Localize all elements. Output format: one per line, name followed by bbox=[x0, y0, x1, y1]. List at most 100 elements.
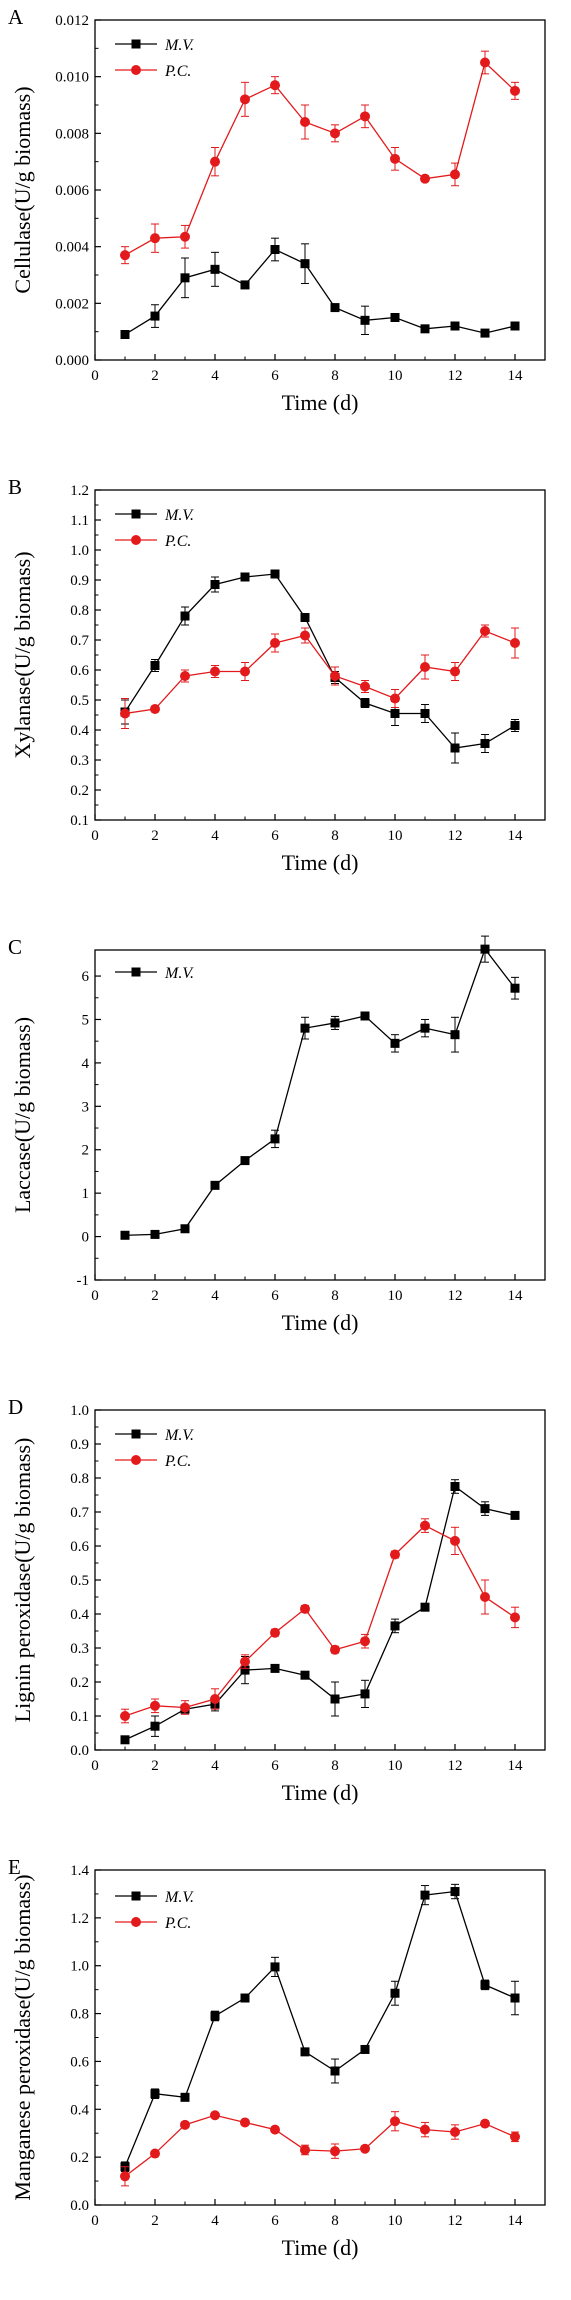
legend-marker bbox=[131, 1429, 141, 1439]
data-point bbox=[180, 273, 190, 283]
legend-label: P.C. bbox=[164, 1915, 191, 1932]
legend-label: M.V. bbox=[164, 507, 194, 524]
y-tick-label: 1.0 bbox=[70, 1403, 89, 1419]
x-tick-label: 0 bbox=[91, 828, 99, 844]
x-tick-label: 14 bbox=[508, 828, 524, 844]
legend-label: M.V. bbox=[164, 37, 194, 54]
y-tick-label: 0.1 bbox=[70, 1709, 89, 1725]
data-point bbox=[480, 57, 490, 68]
y-tick-label: 0.6 bbox=[70, 1539, 89, 1555]
y-tick-label: 0.6 bbox=[70, 663, 89, 679]
data-point bbox=[240, 94, 250, 105]
data-point bbox=[420, 662, 430, 672]
y-tick-label: 0.000 bbox=[55, 353, 89, 369]
data-point bbox=[510, 321, 520, 331]
y-tick-label: 2 bbox=[82, 1143, 90, 1159]
data-point bbox=[360, 1689, 370, 1699]
y-tick-label: 3 bbox=[82, 1099, 90, 1115]
x-tick-label: 4 bbox=[211, 828, 219, 844]
data-point bbox=[300, 2144, 310, 2155]
y-tick-label: 5 bbox=[82, 1012, 90, 1028]
data-point bbox=[210, 666, 220, 677]
data-point bbox=[180, 611, 190, 621]
x-tick-label: 2 bbox=[151, 368, 159, 384]
x-tick-label: 12 bbox=[448, 1288, 463, 1304]
panel-letter: E bbox=[8, 1855, 21, 1879]
data-point bbox=[450, 169, 460, 180]
y-axis-title: Lignin peroxidase(U/g biomass) bbox=[10, 1438, 35, 1723]
x-tick-label: 6 bbox=[271, 828, 279, 844]
y-tick-label: 1 bbox=[82, 1186, 90, 1202]
x-tick-label: 8 bbox=[331, 2213, 339, 2229]
legend-label: P.C. bbox=[164, 1453, 191, 1470]
x-tick-label: 2 bbox=[151, 1288, 159, 1304]
data-point bbox=[450, 1535, 460, 1546]
data-point bbox=[150, 1700, 160, 1711]
data-point bbox=[390, 153, 400, 164]
legend-label: M.V. bbox=[164, 965, 194, 982]
y-tick-label: 1.0 bbox=[70, 543, 89, 559]
data-point bbox=[510, 1993, 520, 2003]
data-point bbox=[210, 2011, 220, 2021]
data-point bbox=[210, 1694, 220, 1704]
series-line bbox=[124, 1890, 516, 2167]
panel-letter: B bbox=[8, 475, 22, 499]
x-tick-label: 10 bbox=[388, 1288, 403, 1304]
chart-panel-b: B 0.1 0.2 0.3 0.4 0.5 0.6 0.7 0.8 0.9 1.0 1.1 1.2 0 2 4… bbox=[8, 475, 546, 875]
plot-frame bbox=[94, 1869, 546, 2206]
data-point bbox=[120, 1230, 130, 1240]
series-line bbox=[124, 573, 516, 749]
y-axis-title: Laccase(U/g biomass) bbox=[10, 1017, 35, 1213]
data-point bbox=[150, 704, 160, 714]
legend-marker bbox=[131, 65, 141, 75]
x-tick-label: 2 bbox=[151, 1758, 159, 1774]
series-line bbox=[124, 947, 516, 1236]
data-point bbox=[150, 233, 160, 244]
data-point bbox=[270, 1134, 280, 1144]
y-tick-label: 0.006 bbox=[55, 183, 89, 199]
data-point bbox=[270, 1627, 280, 1638]
y-tick-label: -1 bbox=[77, 1273, 90, 1289]
data-point bbox=[330, 2066, 340, 2076]
data-point bbox=[450, 2127, 460, 2138]
y-tick-label: 0.7 bbox=[70, 633, 89, 649]
data-point bbox=[480, 944, 490, 954]
x-tick-label: 10 bbox=[388, 368, 403, 384]
data-point bbox=[180, 671, 190, 681]
x-axis-title: Time (d) bbox=[282, 1310, 359, 1335]
data-point bbox=[360, 698, 370, 708]
y-tick-label: 0.1 bbox=[70, 813, 89, 829]
legend-marker bbox=[131, 1891, 141, 1901]
data-point bbox=[300, 2047, 310, 2057]
y-tick-label: 0.2 bbox=[70, 1675, 89, 1691]
data-point bbox=[240, 1993, 250, 2003]
x-axis-title: Time (d) bbox=[282, 850, 359, 875]
data-point bbox=[240, 572, 250, 582]
x-tick-label: 10 bbox=[388, 1758, 403, 1774]
y-tick-label: 0.6 bbox=[70, 2054, 89, 2070]
y-tick-label: 0.3 bbox=[70, 1641, 89, 1657]
series-line bbox=[124, 61, 516, 256]
data-point bbox=[360, 2044, 370, 2054]
data-point bbox=[420, 1520, 430, 1531]
data-point bbox=[270, 1962, 280, 1972]
x-tick-label: 14 bbox=[508, 1288, 524, 1304]
data-point bbox=[450, 1030, 460, 1040]
data-point bbox=[330, 128, 340, 139]
data-point bbox=[450, 321, 460, 331]
x-axis-title: Time (d) bbox=[282, 390, 359, 415]
x-tick-label: 12 bbox=[448, 368, 463, 384]
data-point bbox=[330, 1018, 340, 1028]
data-point bbox=[300, 613, 310, 622]
data-point bbox=[240, 280, 250, 290]
data-point bbox=[240, 1665, 250, 1675]
series-line bbox=[124, 1485, 516, 1741]
y-tick-label: 1.4 bbox=[70, 1863, 89, 1879]
data-point bbox=[150, 311, 160, 321]
data-point bbox=[240, 666, 250, 677]
y-tick-label: 1.1 bbox=[70, 513, 89, 529]
y-tick-label: 0.4 bbox=[70, 723, 89, 739]
data-point bbox=[390, 1621, 400, 1631]
legend-marker bbox=[131, 39, 141, 49]
